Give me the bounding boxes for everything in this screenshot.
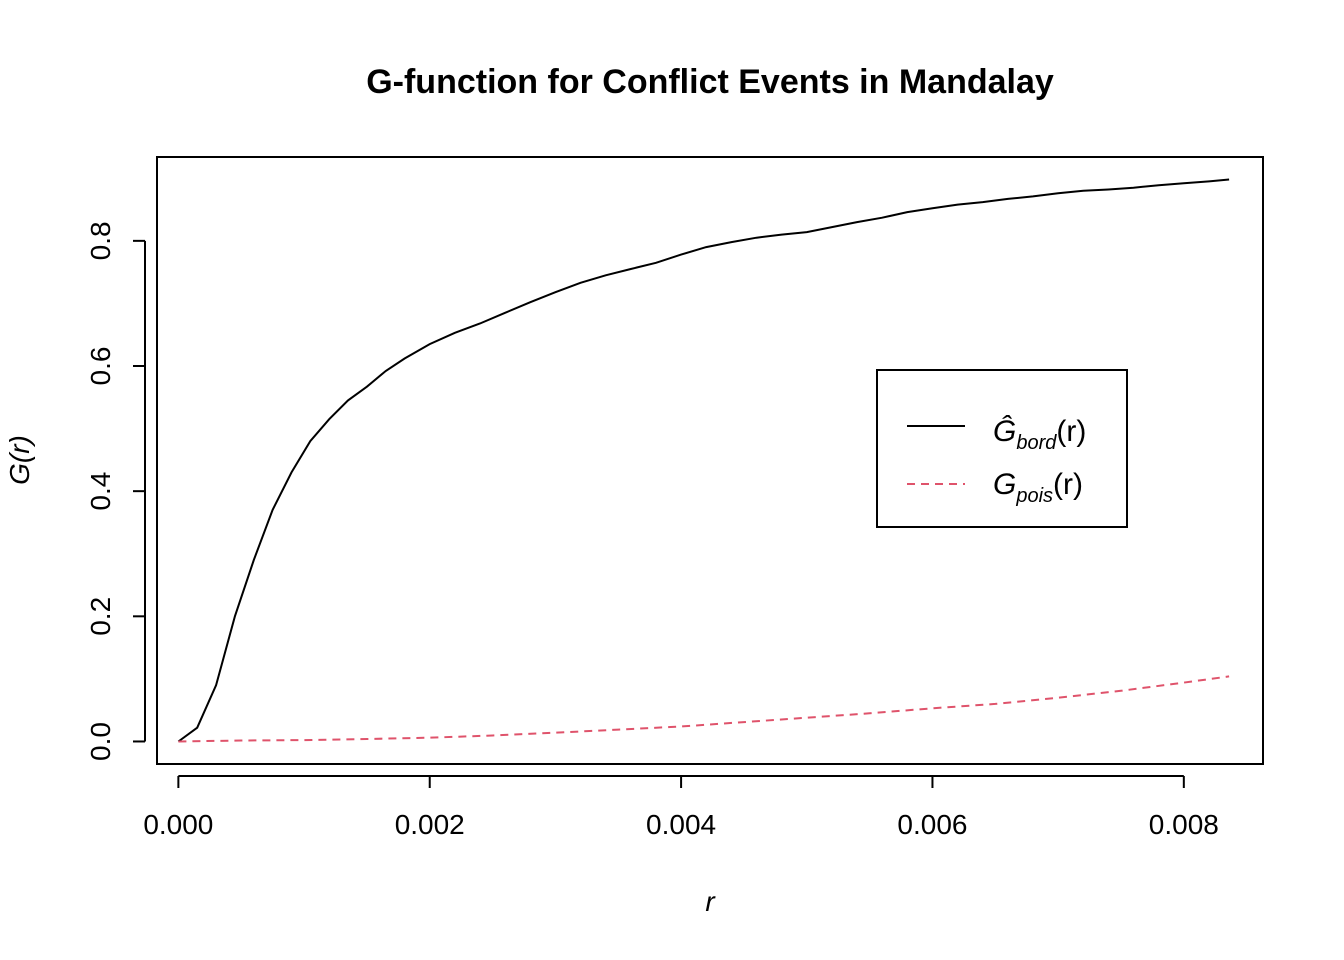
legend-box (876, 369, 1128, 528)
legend-gpois-subscript: pois (1015, 485, 1053, 507)
x-tick-label: 0.000 (143, 809, 213, 840)
x-axis: 0.000 0.002 0.004 0.006 0.008 (143, 775, 1219, 840)
y-tick-label: 0.4 (85, 472, 116, 511)
y-tick-label: 0.8 (85, 221, 116, 260)
legend-label-gpois: Gpois(r) (993, 468, 1083, 507)
x-axis-label: r (705, 886, 716, 917)
chart-title: G-function for Conflict Events in Mandal… (366, 63, 1054, 101)
y-axis: 0.0 0.2 0.4 0.6 0.8 (85, 221, 146, 761)
plot-frame (156, 156, 1264, 765)
x-tick-label: 0.004 (646, 809, 716, 840)
y-axis-label: G(r) (4, 435, 35, 485)
gbord-line (177, 178, 1230, 743)
y-tick-label: 0.0 (85, 722, 116, 761)
legend-gbord-symbol: Ĝ (993, 414, 1016, 448)
legend: Ĝbord(r) Gpois(r) (876, 369, 1128, 528)
legend-gbord-arg: (r) (1056, 415, 1086, 448)
x-tick-label: 0.008 (1149, 809, 1219, 840)
legend-label-gbord: Ĝbord(r) (993, 414, 1086, 454)
x-tick-label: 0.006 (897, 809, 967, 840)
series-layer (177, 178, 1230, 743)
legend-gpois-symbol: G (993, 468, 1016, 501)
x-tick-label: 0.002 (395, 809, 465, 840)
legend-gpois-arg: (r) (1053, 468, 1083, 501)
gpois-line (178, 675, 1230, 743)
y-tick-label: 0.2 (85, 597, 116, 636)
y-tick-label: 0.6 (85, 347, 116, 386)
legend-gbord-subscript: bord (1016, 432, 1057, 454)
